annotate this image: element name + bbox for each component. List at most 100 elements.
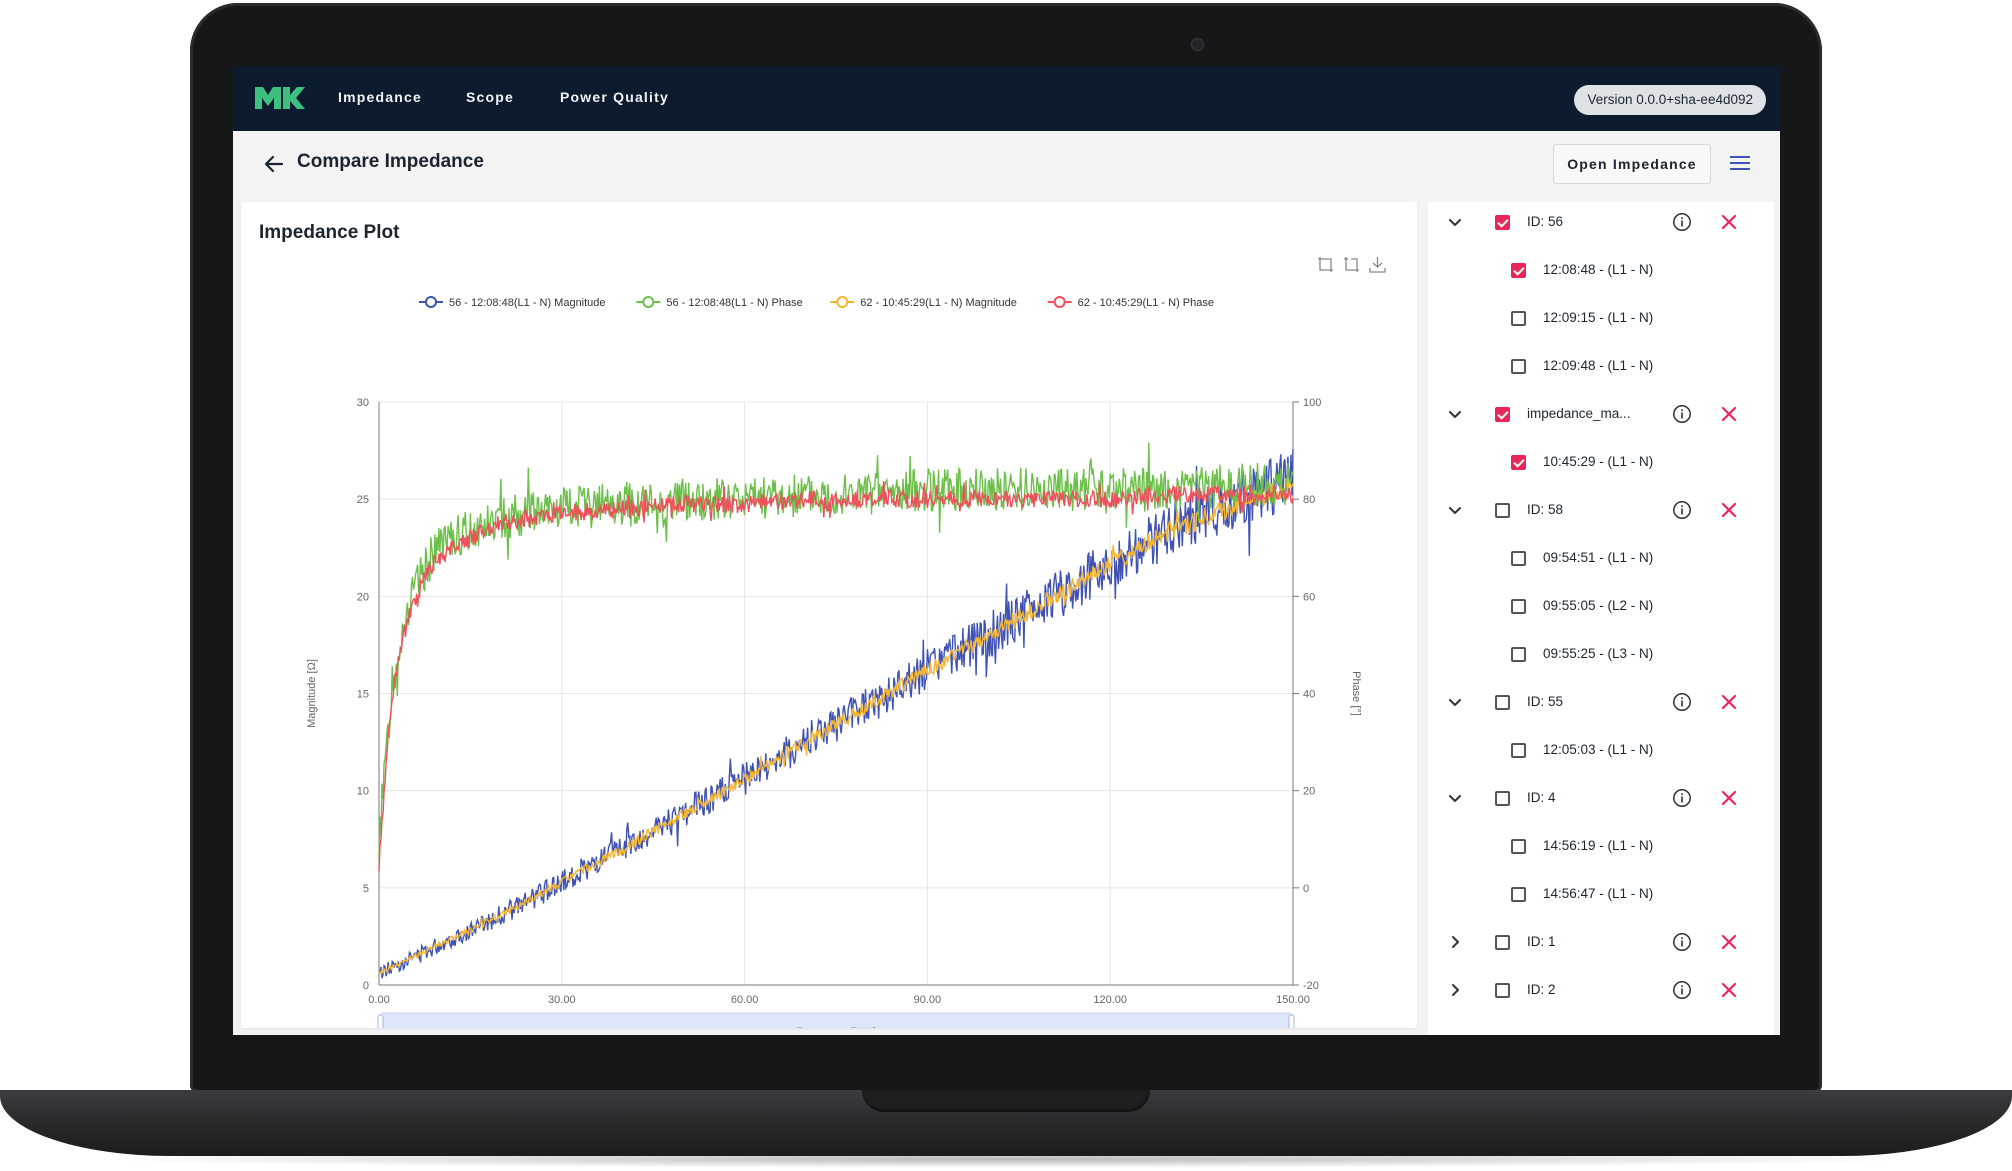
measurement-checkbox[interactable] bbox=[1511, 599, 1526, 614]
measurement-checkbox[interactable] bbox=[1511, 455, 1526, 470]
y-left-axis-label: Magnitude [Ω] bbox=[306, 659, 318, 728]
plot-card: Impedance Plot 0 5 10 15 20 25 30 0.00 30.00 60.0… bbox=[241, 202, 1417, 1028]
group-checkbox[interactable] bbox=[1495, 503, 1510, 518]
chevron-down-icon[interactable] bbox=[1446, 213, 1464, 231]
tree-child-row[interactable]: 12:09:15 - (L1 - N) bbox=[1428, 298, 1774, 338]
measurement-checkbox[interactable] bbox=[1511, 551, 1526, 566]
data-zoom-slider bbox=[380, 1012, 1292, 1028]
tree-group-row[interactable]: ID: 58 bbox=[1428, 490, 1774, 530]
nav-power-quality[interactable]: Power Quality bbox=[560, 89, 669, 105]
mk-logo[interactable] bbox=[255, 87, 305, 109]
tree-child-row[interactable]: 10:45:29 - (L1 - N) bbox=[1428, 442, 1774, 482]
measurement-label: 14:56:47 - (L1 - N) bbox=[1543, 886, 1654, 901]
group-label: ID: 58 bbox=[1527, 502, 1564, 517]
info-icon[interactable] bbox=[1672, 788, 1692, 808]
menu-icon[interactable] bbox=[1730, 155, 1750, 171]
measurement-label: 09:55:05 - (L2 - N) bbox=[1543, 598, 1654, 613]
close-icon[interactable] bbox=[1720, 981, 1738, 999]
tree-child-row[interactable]: 12:05:03 - (L1 - N) bbox=[1428, 730, 1774, 770]
tree-child-row[interactable]: 09:55:25 - (L3 - N) bbox=[1428, 634, 1774, 674]
y-left-tick-label: 15 bbox=[357, 689, 369, 701]
x-axis-label: Frequency [kHz] bbox=[796, 1026, 876, 1028]
top-navigation: Impedance Scope Power Quality Version 0.… bbox=[233, 67, 1780, 131]
group-checkbox[interactable] bbox=[1495, 983, 1510, 998]
measurement-checkbox[interactable] bbox=[1511, 311, 1526, 326]
open-impedance-button[interactable]: Open Impedance bbox=[1553, 144, 1711, 184]
chevron-down-icon[interactable] bbox=[1446, 693, 1464, 711]
arrow-left-icon[interactable] bbox=[263, 153, 285, 175]
measurement-label: 12:05:03 - (L1 - N) bbox=[1543, 742, 1654, 757]
zoom-icon[interactable] bbox=[1317, 256, 1334, 273]
measurement-checkbox[interactable] bbox=[1511, 743, 1526, 758]
info-icon[interactable] bbox=[1672, 500, 1692, 520]
tree-child-row[interactable]: 12:08:48 - (L1 - N) bbox=[1428, 250, 1774, 290]
tree-group-row[interactable]: impedance_ma... bbox=[1428, 394, 1774, 434]
chevron-down-icon[interactable] bbox=[1446, 405, 1464, 423]
group-checkbox[interactable] bbox=[1495, 791, 1510, 806]
tree-group-row[interactable]: ID: 56 bbox=[1428, 202, 1774, 242]
legend-marker bbox=[1053, 296, 1066, 308]
info-icon[interactable] bbox=[1672, 980, 1692, 1000]
measurement-checkbox[interactable] bbox=[1511, 263, 1526, 278]
y-right-tick-label: 0 bbox=[1303, 883, 1309, 895]
tree-child-row[interactable]: 12:09:48 - (L1 - N) bbox=[1428, 346, 1774, 386]
close-icon[interactable] bbox=[1720, 789, 1738, 807]
group-checkbox[interactable] bbox=[1495, 215, 1510, 230]
close-icon[interactable] bbox=[1720, 405, 1738, 423]
tree-group-row[interactable]: ID: 55 bbox=[1428, 682, 1774, 722]
info-icon[interactable] bbox=[1672, 692, 1692, 712]
legend-marker bbox=[642, 296, 655, 308]
download-icon[interactable] bbox=[1369, 256, 1386, 273]
tree-child-row[interactable]: 14:56:47 - (L1 - N) bbox=[1428, 874, 1774, 914]
legend-marker bbox=[425, 296, 437, 308]
nav-scope[interactable]: Scope bbox=[466, 89, 515, 105]
tree-group-row[interactable]: ID: 4 bbox=[1428, 778, 1774, 818]
x-tick-label: 30.00 bbox=[548, 994, 576, 1006]
y-left-tick-label: 5 bbox=[363, 883, 369, 895]
nav-impedance[interactable]: Impedance bbox=[338, 89, 422, 105]
tree-child-row[interactable]: 09:55:05 - (L2 - N) bbox=[1428, 586, 1774, 626]
impedance-chart[interactable]: 0 5 10 15 20 25 30 0.00 30.00 60.00 90.00 120.00 150… bbox=[241, 202, 1417, 1028]
info-icon[interactable] bbox=[1672, 212, 1692, 232]
measurement-checkbox[interactable] bbox=[1511, 647, 1526, 662]
group-checkbox[interactable] bbox=[1495, 935, 1510, 950]
group-label: ID: 2 bbox=[1527, 982, 1556, 997]
chevron-right-icon[interactable] bbox=[1446, 981, 1464, 999]
chevron-right-icon[interactable] bbox=[1446, 933, 1464, 951]
tree-child-row[interactable]: 09:54:51 - (L1 - N) bbox=[1428, 538, 1774, 578]
group-label: ID: 55 bbox=[1527, 694, 1564, 709]
y-left-tick-label: 25 bbox=[357, 494, 369, 506]
measurement-checkbox[interactable] bbox=[1511, 839, 1526, 854]
y-left-tick-label: 10 bbox=[357, 786, 369, 798]
zoom-reset-icon[interactable] bbox=[1343, 256, 1360, 273]
info-icon[interactable] bbox=[1672, 932, 1692, 952]
x-tick-label: 120.00 bbox=[1093, 994, 1127, 1006]
x-tick-label: 0.00 bbox=[368, 994, 389, 1006]
y-right-tick-label: 100 bbox=[1303, 397, 1321, 409]
camera-icon bbox=[1191, 38, 1204, 51]
tree-group-row[interactable]: ID: 2 bbox=[1428, 970, 1774, 1010]
measurement-checkbox[interactable] bbox=[1511, 887, 1526, 902]
measurement-label: 12:09:48 - (L1 - N) bbox=[1543, 358, 1654, 373]
close-icon[interactable] bbox=[1720, 501, 1738, 519]
measurement-checkbox[interactable] bbox=[1511, 359, 1526, 374]
info-icon[interactable] bbox=[1672, 404, 1692, 424]
chevron-down-icon[interactable] bbox=[1446, 501, 1464, 519]
y-right-tick-label: 60 bbox=[1303, 591, 1315, 603]
legend-marker bbox=[836, 296, 849, 308]
group-checkbox[interactable] bbox=[1495, 695, 1510, 710]
chevron-down-icon[interactable] bbox=[1446, 789, 1464, 807]
group-checkbox[interactable] bbox=[1495, 407, 1510, 422]
close-icon[interactable] bbox=[1720, 933, 1738, 951]
measurement-label: 09:55:25 - (L3 - N) bbox=[1543, 646, 1654, 661]
series-line bbox=[378, 478, 1294, 976]
tree-child-row[interactable]: 14:56:19 - (L1 - N) bbox=[1428, 826, 1774, 866]
tree-group-row[interactable]: ID: 1 bbox=[1428, 922, 1774, 962]
group-label: impedance_ma... bbox=[1527, 406, 1631, 421]
y-right-axis-label: Phase [°] bbox=[1350, 671, 1362, 716]
y-right-tick-label: -20 bbox=[1303, 980, 1319, 992]
y-right-tick-label: 40 bbox=[1303, 689, 1315, 701]
group-label: ID: 56 bbox=[1527, 214, 1564, 229]
close-icon[interactable] bbox=[1720, 213, 1738, 231]
close-icon[interactable] bbox=[1720, 693, 1738, 711]
